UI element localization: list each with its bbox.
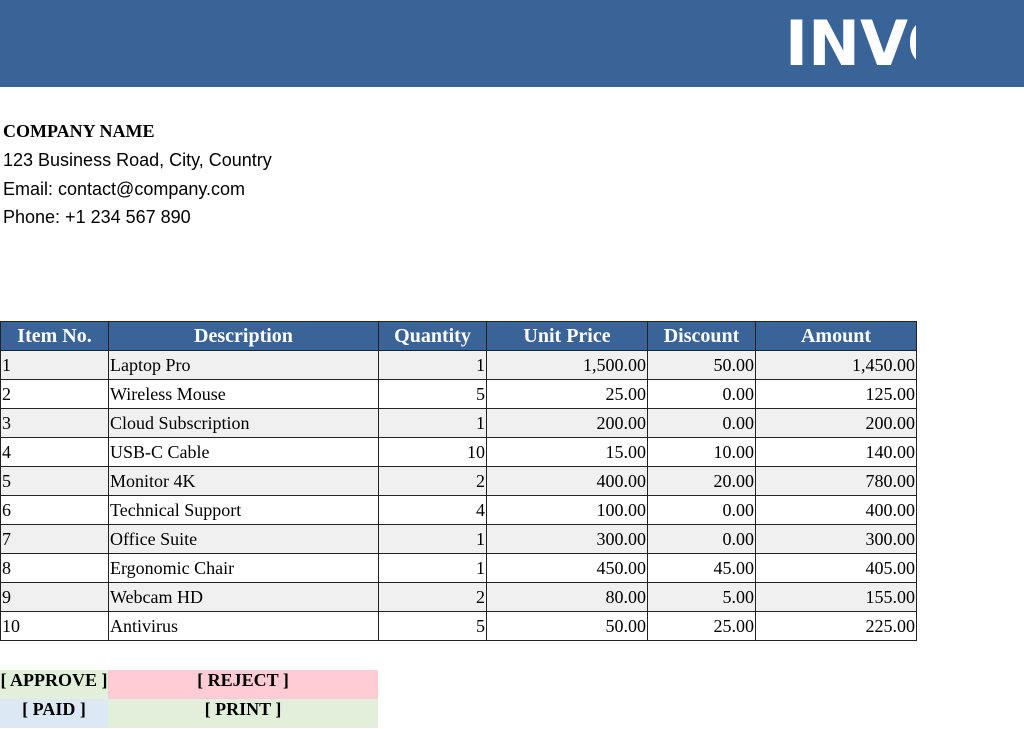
cell: USB-C Cable <box>108 437 379 467</box>
cell: 8 <box>0 553 109 583</box>
column-header: Unit Price <box>486 321 648 351</box>
cell: 7 <box>0 524 109 554</box>
item-row: 1 Laptop Pro 1 1,500.00 50.00 1,450.00 <box>0 350 917 380</box>
invoice-title: INVOICE <box>785 7 916 80</box>
paid-button[interactable]: [ PAID ] <box>0 699 108 728</box>
cell: 6 <box>0 495 109 525</box>
company-name: COMPANY NAME <box>3 121 155 141</box>
item-row: 2 Wireless Mouse 5 25.00 0.00 125.00 <box>0 379 917 409</box>
item-row: 3 Cloud Subscription 1 200.00 0.00 200.00 <box>0 408 917 438</box>
cell: 45.00 <box>647 553 756 583</box>
cell: 0.00 <box>647 495 756 525</box>
reject-button[interactable]: [ REJECT ] <box>108 670 378 699</box>
cell: 80.00 <box>486 582 648 612</box>
cell: 300.00 <box>486 524 648 554</box>
cell: 5 <box>378 611 487 641</box>
cell: 10.00 <box>647 437 756 467</box>
cell: 2 <box>0 379 109 409</box>
cell: 1 <box>378 408 487 438</box>
item-row: 9 Webcam HD 2 80.00 5.00 155.00 <box>0 582 917 612</box>
print-button[interactable]: [ PRINT ] <box>108 699 378 728</box>
cell: 1 <box>378 524 487 554</box>
cell: 9 <box>0 582 109 612</box>
cell: 200.00 <box>755 408 917 438</box>
cell: 2 <box>378 582 487 612</box>
header-band: INVOICE <box>0 0 1024 87</box>
cell: Laptop Pro <box>108 350 379 380</box>
item-row: 4 USB-C Cable 10 15.00 10.00 140.00 <box>0 437 917 467</box>
cell: 25.00 <box>486 379 648 409</box>
cell: 20.00 <box>647 466 756 496</box>
cell: 2 <box>378 466 487 496</box>
column-header: Discount <box>647 321 756 351</box>
cell: 780.00 <box>755 466 917 496</box>
cell: 400.00 <box>755 495 917 525</box>
cell: 155.00 <box>755 582 917 612</box>
cell: 25.00 <box>647 611 756 641</box>
items-table: Item No. Description Quantity Unit Price Dis… <box>0 321 917 641</box>
cell: Monitor 4K <box>108 466 379 496</box>
cell: 1 <box>0 350 109 380</box>
cell: 1 <box>378 553 487 583</box>
cell: 4 <box>0 437 109 467</box>
cell: 50.00 <box>647 350 756 380</box>
header-row: Item No. Description Quantity Unit Price Dis… <box>0 321 917 351</box>
cell: 10 <box>378 437 487 467</box>
cell: 1,450.00 <box>755 350 917 380</box>
cell: 4 <box>378 495 487 525</box>
item-row: 5 Monitor 4K 2 400.00 20.00 780.00 <box>0 466 917 496</box>
cell: 140.00 <box>755 437 917 467</box>
cell: Wireless Mouse <box>108 379 379 409</box>
column-header: Amount <box>755 321 917 351</box>
cell: Technical Support <box>108 495 379 525</box>
cell: 450.00 <box>486 553 648 583</box>
cell: 5.00 <box>647 582 756 612</box>
item-row: 10 Antivirus 5 50.00 25.00 225.00 <box>0 611 917 641</box>
cell: Webcam HD <box>108 582 379 612</box>
cell: 0.00 <box>647 524 756 554</box>
cell: 200.00 <box>486 408 648 438</box>
cell: 125.00 <box>755 379 917 409</box>
cell: 0.00 <box>647 408 756 438</box>
approve-button[interactable]: [ APPROVE ] <box>0 670 108 699</box>
cell: 225.00 <box>755 611 917 641</box>
cell: 1 <box>378 350 487 380</box>
cell: 3 <box>0 408 109 438</box>
item-row: 8 Ergonomic Chair 1 450.00 45.00 405.00 <box>0 553 917 583</box>
company-email: Email: contact@company.com <box>3 179 246 199</box>
company-address: 123 Business Road, City, Country <box>3 150 272 170</box>
cell: 400.00 <box>486 466 648 496</box>
cell: Antivirus <box>108 611 379 641</box>
column-header: Quantity <box>378 321 487 351</box>
cell: Office Suite <box>108 524 379 554</box>
cell: 5 <box>378 379 487 409</box>
cell: 5 <box>0 466 109 496</box>
cell: 1,500.00 <box>486 350 648 380</box>
cell: 100.00 <box>486 495 648 525</box>
cell: 405.00 <box>755 553 917 583</box>
item-row: 7 Office Suite 1 300.00 0.00 300.00 <box>0 524 917 554</box>
cell: Ergonomic Chair <box>108 553 379 583</box>
company-phone: Phone: +1 234 567 890 <box>3 207 191 227</box>
column-header: Description <box>108 321 379 351</box>
cell: 15.00 <box>486 437 648 467</box>
cell: 50.00 <box>486 611 648 641</box>
column-header: Item No. <box>0 321 109 351</box>
cell: 10 <box>0 611 109 641</box>
cell: Cloud Subscription <box>108 408 379 438</box>
cell: 0.00 <box>647 379 756 409</box>
cell: 300.00 <box>755 524 917 554</box>
item-row: 6 Technical Support 4 100.00 0.00 400.00 <box>0 495 917 525</box>
